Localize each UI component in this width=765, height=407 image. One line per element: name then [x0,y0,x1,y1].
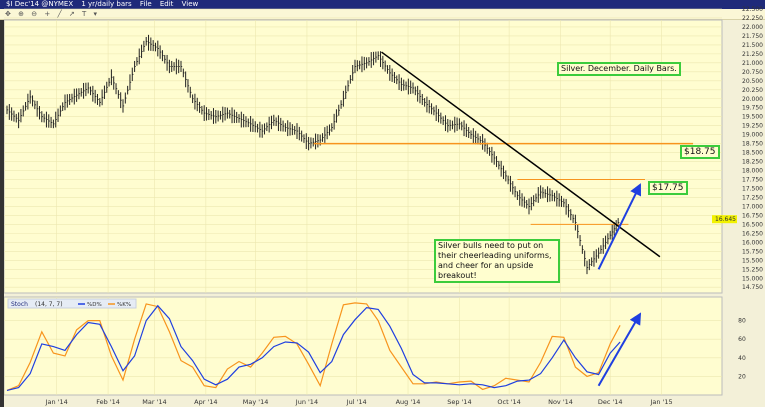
price-tick-label: 17.250 [742,194,763,201]
title-bar: $I Dec'14 @NYMEX 1 yr/daily bars File Ed… [0,0,765,9]
price-tick-label: 20.500 [742,78,763,85]
price-tick-label: 15.000 [742,275,763,282]
date-tick-label: Sep '14 [447,398,471,406]
stoch-legend-name: Stoch [11,301,28,308]
date-tick-label: Aug '14 [396,398,421,406]
stoch-tick-label: 40 [738,355,746,362]
price-tick-label: 17.000 [742,203,763,210]
menu-file[interactable]: File [139,0,152,8]
menu-view[interactable]: View [181,0,199,8]
stoch-tick-label: 60 [738,336,746,343]
hand-icon[interactable]: ✥ [5,10,11,18]
price-tick-label: 19.250 [742,123,763,130]
title-note-label: Silver. December. Daily Bars. [557,62,681,76]
price-tick-label: 18.250 [742,159,763,166]
stoch-d-line [6,304,621,391]
price-tick-label: 22.000 [742,24,763,31]
date-tick-label: Jun '14 [295,398,318,406]
date-tick-label: Jan '14 [45,398,68,406]
price-tick-label: 21.000 [742,60,763,67]
d-legend-label: %D% [87,302,102,308]
date-tick-label: May '14 [243,398,269,406]
level-1775-label: $17.75 [648,181,688,195]
price-tick-label: 17.500 [742,186,763,193]
level-1875-label: $18.75 [680,145,720,159]
k-legend-label: %K% [117,302,131,308]
price-tick-label: 19.750 [742,105,763,112]
left-scroll-edge [0,20,4,407]
menu-edit[interactable]: Edit [159,0,174,8]
last-price-label: 16.645 [715,216,736,223]
dropdown-icon[interactable]: ▾ [93,10,98,18]
date-tick-label: Dec '14 [598,398,623,406]
date-tick-label: Apr '14 [194,398,217,406]
date-tick-label: Nov '14 [548,398,573,406]
date-tick-label: Mar '14 [142,398,166,406]
price-tick-label: 20.250 [742,87,763,94]
crosshair-icon[interactable]: + [44,10,51,18]
price-tick-label: 18.750 [742,141,763,148]
zoom-out-icon[interactable]: ⊖ [31,10,38,18]
date-tick-label: Oct '14 [497,398,520,406]
stoch-tick-label: 20 [738,373,746,380]
stoch-tick-label: 80 [738,318,746,325]
price-tick-label: 19.000 [742,132,763,139]
price-tick-label: 21.500 [742,42,763,49]
price-tick-label: 20.000 [742,96,763,103]
last-price-highlight [712,215,737,224]
price-tick-label: 14.750 [742,284,763,291]
stoch-legend [7,298,137,309]
price-panel [3,19,723,294]
price-tick-label: 16.000 [742,239,763,246]
price-tick-label: 22.500 [742,6,763,13]
price-tick-label: 16.500 [742,221,763,228]
trendline-icon[interactable]: ╱ [57,10,62,18]
price-tick-label: 22.250 [742,15,763,22]
price-tick-label: 21.750 [742,33,763,40]
date-tick-label: Jan '15 [649,398,672,406]
downtrend-line [381,51,661,258]
comment-label: Silver bulls need to put on their cheerl… [434,239,560,283]
price-tick-label: 16.750 [742,212,763,219]
price-tick-label: 17.750 [742,177,763,184]
price-tick-label: 15.500 [742,257,763,264]
symbol-dropdown[interactable]: $I Dec'14 @NYMEX [6,0,74,8]
price-tick-label: 15.750 [742,248,763,255]
zoom-in-icon[interactable]: ⊕ [18,10,24,18]
text-icon[interactable]: T [82,10,87,18]
price-tick-label: 16.250 [742,230,763,237]
price-tick-label: 20.750 [742,69,763,76]
price-tick-label: 21.250 [742,51,763,58]
period-dropdown[interactable]: 1 yr/daily bars [81,0,132,8]
price-tick-label: 19.500 [742,114,763,121]
price-tick-label: 18.000 [742,168,763,175]
date-tick-label: Jul '14 [346,398,367,406]
date-tick-label: Feb '14 [96,398,120,406]
price-tick-label: 18.500 [742,150,763,157]
arrow-icon[interactable]: ↗ [68,10,75,18]
price-tick-label: 15.250 [742,266,763,273]
stoch-arrow [597,312,642,387]
breakout-arrow [597,183,642,270]
stoch-legend-params: (14, 7, 7) [35,301,63,308]
